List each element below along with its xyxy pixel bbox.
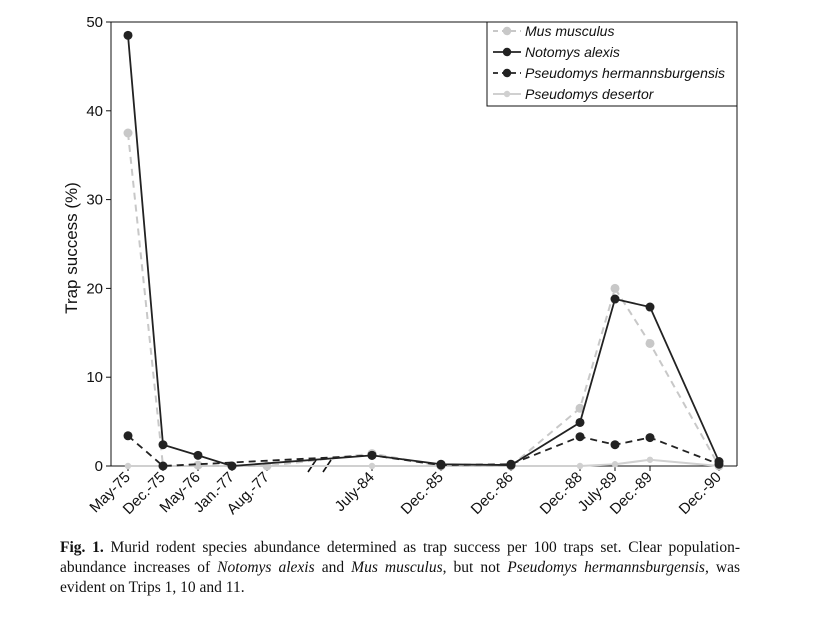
legend-swatch-marker xyxy=(502,47,512,57)
data-point xyxy=(575,417,585,427)
x-tick-label: Dec.-90 xyxy=(676,469,725,518)
caption-text: Murid rodent species abundance determine… xyxy=(60,539,740,576)
data-point xyxy=(714,457,724,467)
caption-text: and xyxy=(314,559,352,576)
caption-species: Notomys alexis xyxy=(217,559,315,576)
data-point xyxy=(610,440,620,450)
y-tick-label: 0 xyxy=(95,458,103,475)
data-point xyxy=(610,294,620,304)
data-point xyxy=(158,461,168,471)
caption-species: Pseudomys hermannsburgensis xyxy=(507,559,705,576)
data-point xyxy=(611,461,619,468)
data-point xyxy=(193,450,203,460)
legend-entry-label: Pseudomys hermannsburgensis xyxy=(525,65,725,81)
y-tick-label: 10 xyxy=(86,369,103,386)
data-point xyxy=(193,460,203,470)
legend-entry-label: Notomys alexis xyxy=(525,44,620,60)
legend-entry-label: Mus musculus xyxy=(525,23,614,39)
data-point xyxy=(123,431,133,441)
y-axis-ticks: 0 10 20 30 40 50 xyxy=(86,14,111,475)
legend-entry-label: Pseudomys desertor xyxy=(525,86,655,102)
figure-caption: Fig. 1. Murid rodent species abundance d… xyxy=(60,538,740,598)
data-point xyxy=(575,403,585,413)
y-tick-label: 50 xyxy=(86,14,103,31)
data-point xyxy=(645,338,655,348)
data-point xyxy=(124,462,132,470)
y-axis-label: Trap success (%) xyxy=(62,182,81,314)
data-point xyxy=(506,460,516,470)
caption-text: , was evident on Trips 1, 10 and 11. xyxy=(60,559,740,596)
caption-text: , but not xyxy=(442,559,508,576)
legend-swatch-marker xyxy=(502,26,512,36)
data-point xyxy=(368,462,376,470)
data-point xyxy=(646,456,654,463)
data-point xyxy=(123,30,133,40)
data-point xyxy=(645,433,655,443)
data-point xyxy=(123,128,133,138)
series-lines xyxy=(123,30,724,471)
legend: Mus musculus Notomys alexis Pseudomys herm… xyxy=(486,21,738,107)
series-line xyxy=(127,132,720,468)
data-point xyxy=(575,432,585,442)
legend-swatch-marker xyxy=(503,90,511,98)
data-point xyxy=(367,450,377,460)
caption-lead: Fig. 1. xyxy=(60,539,104,556)
legend-box xyxy=(486,21,738,107)
data-point xyxy=(645,302,655,312)
x-tick-label: July-84 xyxy=(332,469,378,515)
x-tick-label: Dec.-85 xyxy=(398,469,447,518)
legend-swatch-marker xyxy=(502,68,512,78)
y-tick-label: 30 xyxy=(86,192,103,209)
series-line xyxy=(127,435,720,467)
data-point xyxy=(576,462,584,470)
x-tick-label: Dec.-88 xyxy=(537,469,586,518)
y-tick-label: 20 xyxy=(86,280,103,297)
y-tick-label: 40 xyxy=(86,103,103,120)
x-tick-label: Dec.-86 xyxy=(468,469,517,518)
data-point xyxy=(610,283,620,293)
caption-species: Mus musculus xyxy=(351,559,443,576)
data-point xyxy=(158,440,168,450)
data-point xyxy=(436,459,446,469)
data-point xyxy=(227,461,237,471)
